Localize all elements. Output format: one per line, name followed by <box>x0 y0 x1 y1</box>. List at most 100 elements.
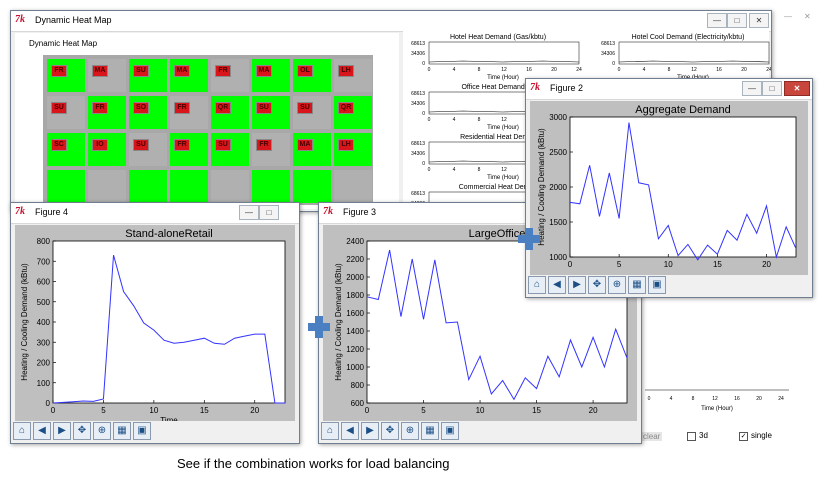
minimize-button[interactable]: — <box>742 81 762 96</box>
minimize-button[interactable]: — <box>239 205 259 220</box>
map-building-label[interactable]: FR <box>174 139 190 151</box>
mini-chart-title: Commercial Heat Deman <box>459 184 538 191</box>
mini-x-tick: 20 <box>551 67 557 73</box>
y-tick-label: 800 <box>351 381 365 390</box>
configure-icon[interactable]: ▦ <box>628 276 646 294</box>
x-tick-label: 15 <box>532 406 541 415</box>
home-icon[interactable]: ⌂ <box>321 422 339 440</box>
save-icon[interactable]: ▣ <box>133 422 151 440</box>
map-building-label[interactable]: FR <box>51 65 67 77</box>
map-building-label[interactable]: QR <box>215 102 231 114</box>
mini-x-tick: 4 <box>453 167 456 173</box>
y-tick-label: 600 <box>37 278 51 287</box>
y-tick-label: 1500 <box>549 218 567 227</box>
map-building-label[interactable]: MA <box>174 65 190 77</box>
configure-icon[interactable]: ▦ <box>113 422 131 440</box>
plot-area <box>52 240 286 404</box>
checkbox-single[interactable]: ✓ <box>739 432 748 441</box>
home-icon[interactable]: ⌂ <box>528 276 546 294</box>
y-tick-label: 1000 <box>549 253 567 262</box>
mini-x-tick: 8 <box>478 117 481 123</box>
far-right-window-edge: — ✕ <box>772 10 822 30</box>
map-building-label[interactable]: MA <box>92 65 108 77</box>
map-building-label[interactable]: QR <box>338 102 354 114</box>
heat-map[interactable]: FR MA SU MA FR MA OL LH SU FR SO FR QR SU SU QR SC IO SU FR… <box>43 55 373 205</box>
close-button[interactable]: ✕ <box>749 13 769 28</box>
x-tick-label: 20 <box>762 260 771 269</box>
mini-chart-title: Hotel Cool Demand (Electricity/kbtu) <box>632 34 745 41</box>
map-building-label[interactable]: FR <box>174 102 190 114</box>
chart-title: Aggregate Demand <box>635 104 730 116</box>
mini-chart-title: Office Heat Demand (G <box>461 84 534 91</box>
far-minimize-icon[interactable]: — <box>784 12 792 21</box>
y-tick-label: 500 <box>37 298 51 307</box>
figure-2-canvas[interactable]: Aggregate Demand 1000 1500 2000 2500 3000 0 5 10… <box>530 101 808 275</box>
map-building-label[interactable]: SO <box>133 102 149 114</box>
map-building-label[interactable]: LH <box>338 65 354 77</box>
heatmap-window-title: Dynamic Heat Map <box>35 15 112 25</box>
configure-icon[interactable]: ▦ <box>421 422 439 440</box>
zoom-icon[interactable]: ⊕ <box>608 276 626 294</box>
forward-icon[interactable]: ▶ <box>361 422 379 440</box>
y-tick-label: 2200 <box>346 255 364 264</box>
mini-x-tick: 16 <box>716 67 722 73</box>
map-building-label[interactable]: MA <box>297 139 313 151</box>
maximize-button[interactable]: □ <box>727 13 747 28</box>
forward-icon[interactable]: ▶ <box>568 276 586 294</box>
checkbox-3d[interactable] <box>687 432 696 441</box>
zoom-icon[interactable]: ⊕ <box>401 422 419 440</box>
mini-x-tick: 0 <box>428 167 431 173</box>
bottom-mini-x-tick: 12 <box>712 396 718 402</box>
clear-button[interactable]: clear <box>641 432 663 441</box>
mini-x-tick: 8 <box>668 67 671 73</box>
map-building-label[interactable]: SU <box>133 139 149 151</box>
map-building-label[interactable]: SU <box>133 65 149 77</box>
zoom-icon[interactable]: ⊕ <box>93 422 111 440</box>
map-building-label[interactable]: SU <box>297 102 313 114</box>
forward-icon[interactable]: ▶ <box>53 422 71 440</box>
map-building-label[interactable]: FR <box>92 102 108 114</box>
save-icon[interactable]: ▣ <box>441 422 459 440</box>
figure-4-canvas[interactable]: Stand-aloneRetail 0 100 200 300 400 500 600 700 8… <box>15 225 295 421</box>
map-building-label[interactable]: MA <box>256 65 272 77</box>
home-icon[interactable]: ⌂ <box>13 422 31 440</box>
far-close-icon[interactable]: ✕ <box>804 12 811 21</box>
map-building-label[interactable]: SU <box>51 102 67 114</box>
figure-2-titlebar: 7k Figure 2 — □ ✕ <box>526 79 812 100</box>
back-icon[interactable]: ◀ <box>341 422 359 440</box>
x-tick-label: 20 <box>589 406 598 415</box>
mini-y-top: 68613 <box>411 141 425 147</box>
y-tick-label: 2500 <box>549 148 567 157</box>
map-building-label[interactable]: LH <box>338 139 354 151</box>
pan-icon[interactable]: ✥ <box>381 422 399 440</box>
figure-4-window: 7k Figure 4 — □ Stand-aloneRetail 0 100 200… <box>10 202 300 444</box>
pan-icon[interactable]: ✥ <box>73 422 91 440</box>
map-building-label[interactable]: SU <box>256 102 272 114</box>
maximize-button[interactable]: □ <box>259 205 279 220</box>
pan-icon[interactable]: ✥ <box>588 276 606 294</box>
map-building-label[interactable]: FR <box>256 139 272 151</box>
y-tick-label: 2000 <box>346 273 364 282</box>
minimize-button[interactable]: — <box>707 13 727 28</box>
map-building-label[interactable]: IO <box>92 139 108 151</box>
save-icon[interactable]: ▣ <box>648 276 666 294</box>
map-building-label[interactable]: OL <box>297 65 313 77</box>
heatmap-panel: Dynamic Heat Map FR MA SU MA FR MA OL LH SU FR SO F… <box>15 33 399 209</box>
mini-y-zero: 0 <box>422 111 425 117</box>
map-building-label[interactable]: SC <box>51 139 67 151</box>
close-button[interactable]: ✕ <box>784 81 810 96</box>
y-tick-label: 800 <box>37 237 51 246</box>
chart-title: Stand-aloneRetail <box>125 228 212 240</box>
x-tick-label: 20 <box>250 406 259 415</box>
back-icon[interactable]: ◀ <box>33 422 51 440</box>
x-tick-label: 10 <box>149 406 158 415</box>
y-tick-label: 1200 <box>346 345 364 354</box>
x-tick-label: 5 <box>421 406 426 415</box>
maximize-button[interactable]: □ <box>762 81 782 96</box>
map-building-label[interactable]: SU <box>215 139 231 151</box>
map-building-label[interactable]: FR <box>215 65 231 77</box>
back-icon[interactable]: ◀ <box>548 276 566 294</box>
figure-2-window: 7k Figure 2 — □ ✕ Aggregate Demand 1000 15… <box>525 78 813 298</box>
figure-4-title: Figure 4 <box>35 207 69 217</box>
bottom-mini-x-label: Time (Hour) <box>701 406 733 412</box>
